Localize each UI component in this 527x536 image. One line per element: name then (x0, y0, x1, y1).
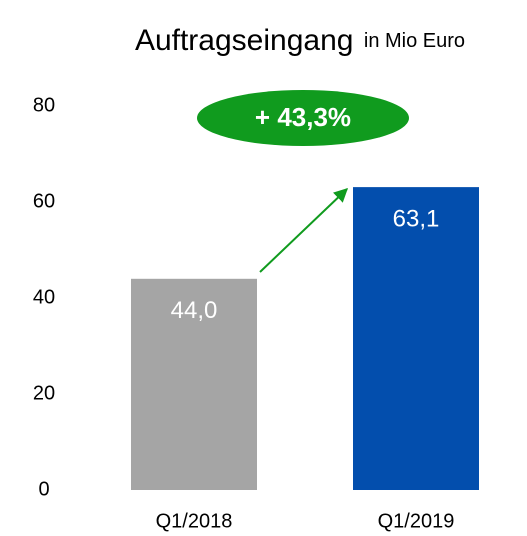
x-tick-label: Q1/2019 (378, 510, 455, 532)
y-tick-label: 60 (33, 190, 55, 212)
y-tick-label: 20 (33, 382, 55, 404)
y-tick-label: 80 (33, 94, 55, 116)
chart-subtitle: in Mio Euro (364, 30, 465, 52)
value-label: 44,0 (171, 297, 218, 324)
value-label: 63,1 (393, 205, 440, 232)
bar (353, 187, 479, 490)
chart-title-group: Auftragseingang in Mio Euro (135, 24, 465, 57)
annotation-badge (197, 90, 409, 146)
bar (131, 278, 257, 490)
y-tick-label: 40 (33, 286, 55, 308)
chart-title: Auftragseingang (135, 24, 354, 57)
x-tick-label: Q1/2018 (156, 510, 233, 532)
growth-arrow (259, 188, 349, 273)
annotation: + 43,3% (255, 102, 351, 132)
y-tick-label: 0 (38, 478, 49, 500)
